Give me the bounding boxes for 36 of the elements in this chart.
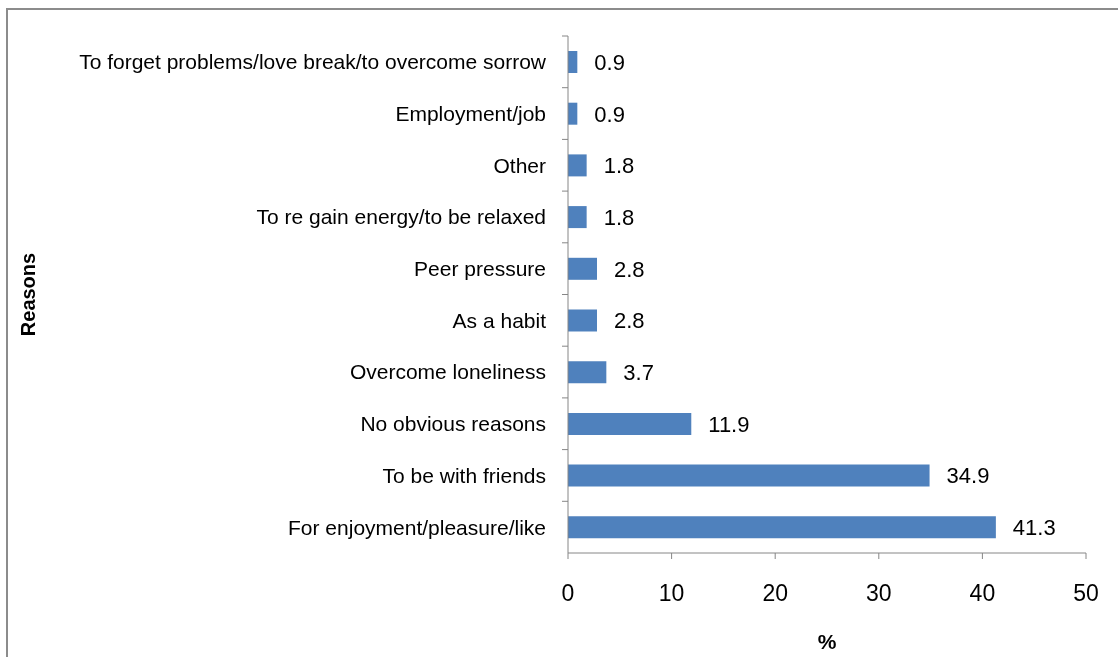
bar	[568, 257, 598, 280]
y-tick-label: Employment/job	[395, 101, 546, 125]
bar	[568, 309, 598, 332]
bar	[568, 412, 692, 435]
data-label: 11.9	[708, 411, 750, 437]
x-tick-label: 10	[658, 580, 685, 607]
bar	[568, 361, 607, 384]
data-label: 1.8	[603, 204, 635, 230]
x-tick-label: 30	[866, 580, 892, 607]
data-label: 0.9	[594, 101, 625, 127]
x-tick-label: 40	[969, 580, 996, 607]
y-tick-label: For enjoyment/pleasure/like	[288, 515, 546, 539]
y-tick-label: To be with friends	[382, 463, 546, 487]
y-tick-label: Overcome loneliness	[349, 360, 546, 384]
y-tick-label: As a habit	[452, 308, 547, 332]
y-tick-label: To forget problems/love break/to overcome sorrow	[79, 50, 547, 74]
data-label: 0.9	[594, 49, 625, 75]
data-label: 34.9	[946, 463, 990, 489]
data-label: 2.8	[614, 256, 645, 282]
data-label: 2.8	[614, 308, 645, 334]
x-tick-label: 50	[1073, 580, 1099, 607]
y-axis-title: Reasons	[17, 252, 40, 337]
x-tick-label: 0	[561, 580, 575, 607]
y-tick-label: Other	[493, 153, 546, 177]
bar	[568, 464, 930, 487]
bar	[568, 206, 587, 229]
y-tick-label: To re gain energy/to be relaxed	[256, 205, 546, 229]
data-label: 1.8	[603, 153, 635, 179]
data-label: 3.7	[623, 360, 654, 385]
x-axis-title: %	[817, 630, 837, 653]
y-tick-label: No obvious reasons	[360, 412, 546, 436]
bar	[568, 516, 996, 539]
data-label: 41.3	[1012, 515, 1056, 541]
bar	[568, 154, 587, 177]
x-tick-label: 20	[762, 580, 788, 607]
y-tick-label: Peer pressure	[414, 257, 546, 280]
